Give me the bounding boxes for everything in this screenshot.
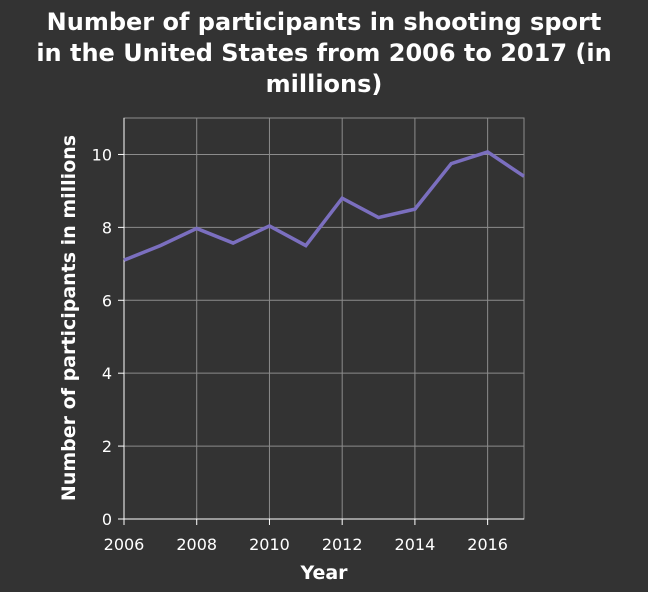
y-tick-label: 4 <box>102 364 112 383</box>
x-tick-label: 2010 <box>249 535 290 554</box>
x-tick-label: 2012 <box>322 535 363 554</box>
y-tick-label: 8 <box>102 218 112 237</box>
x-tick-label: 2014 <box>395 535 436 554</box>
plot-frame <box>123 117 525 520</box>
y-tick-label: 6 <box>102 291 112 310</box>
series-group <box>123 149 525 262</box>
y-tick-label: 0 <box>102 510 112 529</box>
ticks: 2006 2008 2010 2012 2014 2016 0 2 4 6 8 10 <box>92 145 508 554</box>
x-tick-label: 2006 <box>104 535 145 554</box>
series-line <box>123 149 525 262</box>
axes <box>123 118 524 520</box>
x-tick-label: 2016 <box>467 535 508 554</box>
gridlines <box>123 117 525 520</box>
y-axis-label: Number of participants in millions <box>58 135 80 501</box>
y-tick-label: 2 <box>102 437 112 456</box>
x-axis-label: Year <box>299 562 348 584</box>
chart-title-line-3: millions) <box>266 70 383 98</box>
y-tick-label: 10 <box>92 145 112 164</box>
chart-title-line-2: in the United States from 2006 to 2017 (… <box>36 39 611 67</box>
chart-title-line-1: Number of participants in shooting sport <box>47 8 602 36</box>
x-tick-label: 2008 <box>176 535 217 554</box>
